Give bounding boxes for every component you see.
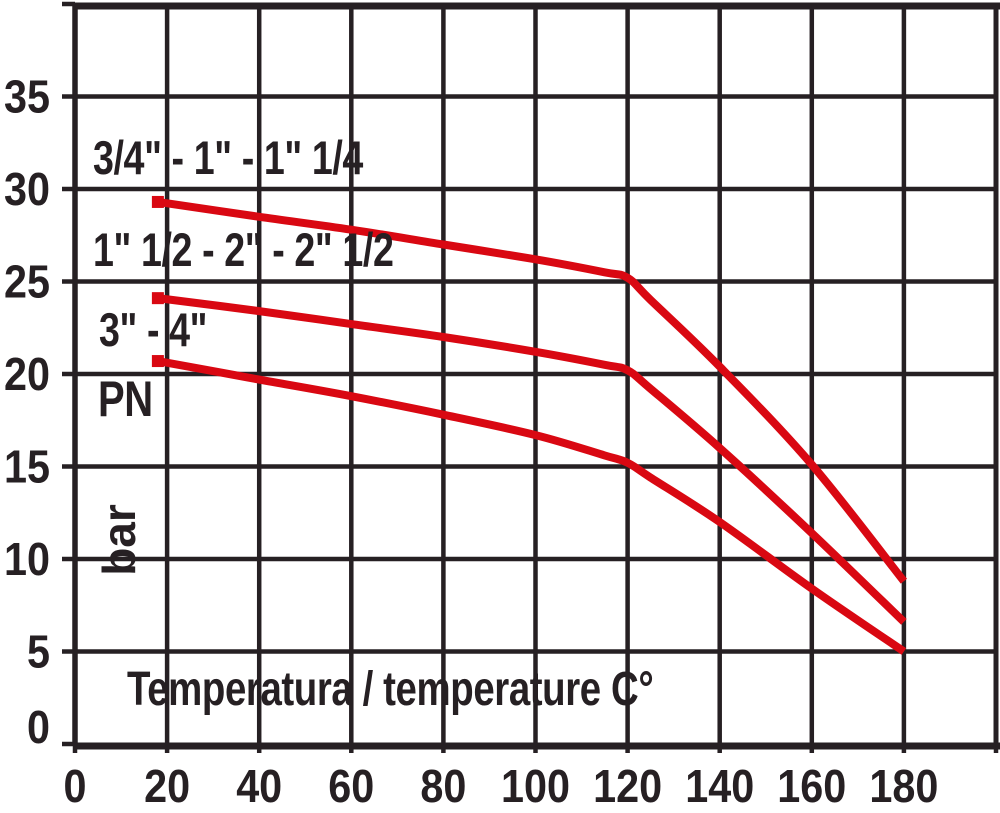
curve-start-marker-2: [151, 355, 164, 368]
curve-start-marker-1: [151, 292, 164, 305]
x-tick-label: 80: [420, 760, 466, 812]
y-axis-pn-label: PN: [98, 371, 153, 427]
y-tick-label: 20: [4, 348, 50, 400]
series-label-large-sizes: 3" - 4": [99, 303, 208, 356]
x-tick-label: 180: [869, 760, 938, 812]
x-tick-label: 160: [777, 760, 846, 812]
y-axis-unit-label: bar: [93, 504, 145, 576]
x-tick-label: 140: [685, 760, 754, 812]
series-label-small-sizes: 3/4" - 1" - 1" 1/4: [93, 131, 363, 184]
series-label-medium-sizes: 1" 1/2 - 2" - 2" 1/2: [93, 223, 394, 276]
x-tick-label: 40: [236, 760, 282, 812]
y-tick-label: 25: [4, 256, 50, 308]
y-tick-label: 10: [4, 533, 50, 585]
y-tick-label: 5: [27, 626, 50, 678]
x-tick-label: 20: [144, 760, 190, 812]
x-tick-label: 0: [64, 760, 87, 812]
x-tick-label: 60: [328, 760, 374, 812]
curve-start-marker-0: [151, 195, 164, 208]
rating-curve-2: [157, 357, 907, 655]
rating-curve-1: [157, 294, 907, 625]
x-tick-label: 100: [501, 760, 570, 812]
x-tick-label: 120: [593, 760, 662, 812]
y-tick-label: 35: [4, 71, 50, 123]
y-tick-label: 0: [27, 701, 50, 753]
y-tick-label: 15: [4, 441, 50, 493]
rating-curve-0: [157, 197, 908, 584]
x-axis-title: Temperatura / temperature C°: [127, 663, 654, 716]
y-tick-label: 30: [4, 163, 50, 215]
